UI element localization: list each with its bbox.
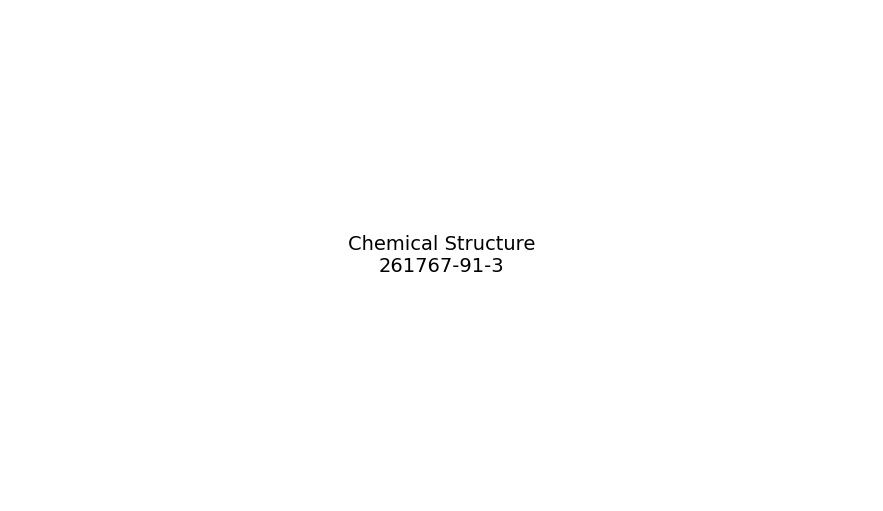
Text: Chemical Structure
261767-91-3: Chemical Structure 261767-91-3 [348,235,535,276]
